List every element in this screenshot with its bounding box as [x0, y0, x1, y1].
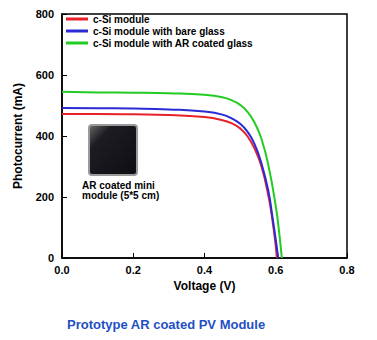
svg-text:0.4: 0.4 [197, 264, 213, 276]
svg-text:0.8: 0.8 [339, 264, 354, 276]
svg-text:0.0: 0.0 [54, 264, 69, 276]
svg-text:Voltage (V): Voltage (V) [174, 279, 236, 293]
svg-text:c-Si module: c-Si module [93, 14, 150, 25]
svg-text:0: 0 [48, 252, 54, 264]
svg-text:400: 400 [36, 130, 54, 142]
svg-text:c-Si module with AR coated gla: c-Si module with AR coated glass [93, 38, 253, 49]
svg-text:Prototype AR coated PV Module: Prototype AR coated PV Module [67, 317, 265, 332]
svg-text:0.6: 0.6 [268, 264, 283, 276]
svg-text:600: 600 [36, 69, 54, 81]
svg-text:c-Si module with bare glass: c-Si module with bare glass [93, 26, 225, 37]
svg-text:AR coated mini: AR coated mini [82, 179, 158, 191]
svg-text:800: 800 [36, 8, 54, 20]
svg-text:200: 200 [36, 191, 54, 203]
svg-text:Photocurrent (mA): Photocurrent (mA) [11, 83, 25, 189]
svg-text:module (5*5 cm): module (5*5 cm) [82, 190, 159, 201]
svg-text:0.2: 0.2 [126, 264, 141, 276]
